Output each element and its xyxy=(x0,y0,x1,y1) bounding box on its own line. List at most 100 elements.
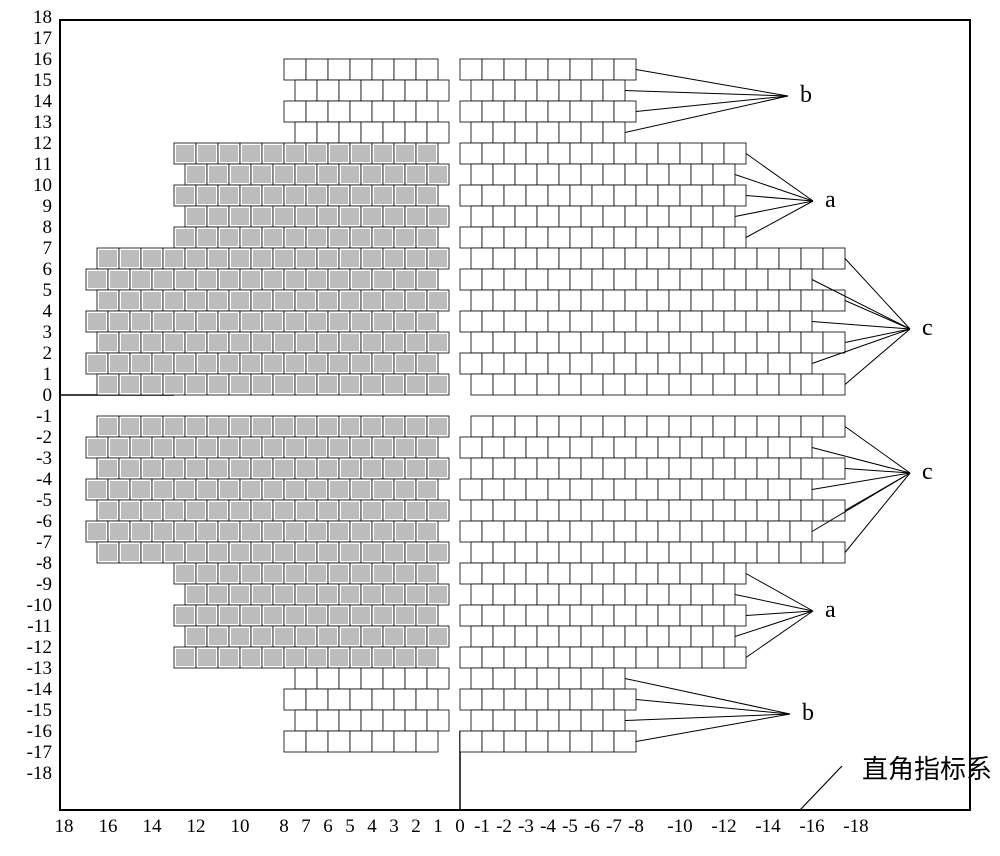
y-tick-label: 5 xyxy=(43,280,53,301)
brick-shaded-inner xyxy=(88,313,106,330)
brick-cell xyxy=(702,479,724,500)
brick-shaded-inner xyxy=(407,166,425,183)
brick-shaded-inner xyxy=(99,334,117,351)
brick-shaded-inner xyxy=(363,250,381,267)
brick-cell xyxy=(328,731,350,752)
brick-cell xyxy=(647,626,669,647)
brick-shaded-inner xyxy=(330,355,348,372)
brick-cell xyxy=(383,668,405,689)
brick-shaded-inner xyxy=(231,502,249,519)
brick-shaded-inner xyxy=(297,586,315,603)
x-tick-label: -5 xyxy=(562,816,578,837)
brick-shaded-inner xyxy=(231,250,249,267)
brick-shaded-inner xyxy=(330,229,348,246)
brick-shaded-inner xyxy=(374,649,392,666)
brick-cell xyxy=(295,122,317,143)
brick-cell xyxy=(570,143,592,164)
brick-cell xyxy=(636,563,658,584)
brick-cell xyxy=(702,311,724,332)
brick-cell xyxy=(471,332,493,353)
brick-cell xyxy=(548,731,570,752)
brick-shaded-inner xyxy=(308,313,326,330)
y-tick-label: 6 xyxy=(43,259,53,280)
brick-shaded-inner xyxy=(418,229,436,246)
brick-cell xyxy=(559,668,581,689)
brick-cell xyxy=(603,626,625,647)
brick-cell xyxy=(372,59,394,80)
brick-shaded-inner xyxy=(286,523,304,540)
brick-cell xyxy=(482,563,504,584)
brick-cell xyxy=(537,542,559,563)
x-tick-label: 7 xyxy=(301,816,311,837)
brick-shaded-inner xyxy=(319,292,337,309)
brick-cell xyxy=(548,479,570,500)
brick-shaded-inner xyxy=(374,187,392,204)
brick-cell xyxy=(570,101,592,122)
brick-cell xyxy=(669,626,691,647)
brick-cell xyxy=(724,479,746,500)
brick-shaded-inner xyxy=(352,313,370,330)
brick-cell xyxy=(394,731,416,752)
brick-shaded-inner xyxy=(242,355,260,372)
brick-shaded-inner xyxy=(176,145,194,162)
brick-shaded-inner xyxy=(242,313,260,330)
brick-shaded-inner xyxy=(341,292,359,309)
brick-cell xyxy=(636,143,658,164)
brick-cell xyxy=(471,500,493,521)
brick-cell xyxy=(724,311,746,332)
brick-cell xyxy=(306,59,328,80)
brick-cell xyxy=(790,311,812,332)
brick-cell xyxy=(691,416,713,437)
brick-shaded-inner xyxy=(286,481,304,498)
brick-cell xyxy=(559,626,581,647)
brick-cell xyxy=(625,206,647,227)
brick-cell xyxy=(493,626,515,647)
brick-cell xyxy=(592,185,614,206)
y-tick-label: -11 xyxy=(27,616,52,637)
brick-shaded-inner xyxy=(308,187,326,204)
brick-shaded-inner xyxy=(418,523,436,540)
brick-shaded-inner xyxy=(88,481,106,498)
brick-cell xyxy=(526,353,548,374)
brick-shaded-inner xyxy=(132,355,150,372)
brick-shaded-inner xyxy=(374,565,392,582)
brick-cell xyxy=(680,353,702,374)
brick-shaded-inner xyxy=(297,418,315,435)
brick-cell xyxy=(636,311,658,332)
brick-cell xyxy=(746,311,768,332)
brick-cell xyxy=(636,437,658,458)
brick-cell xyxy=(372,101,394,122)
brick-cell xyxy=(493,500,515,521)
brick-shaded-inner xyxy=(198,649,216,666)
brick-cell xyxy=(757,416,779,437)
brick-shaded-inner xyxy=(396,145,414,162)
brick-cell xyxy=(493,668,515,689)
brick-shaded-inner xyxy=(154,439,172,456)
brick-shaded-inner xyxy=(242,607,260,624)
brick-cell xyxy=(537,290,559,311)
brick-cell xyxy=(493,374,515,395)
brick-cell xyxy=(592,269,614,290)
brick-cell xyxy=(592,437,614,458)
brick-cell xyxy=(779,374,801,395)
brick-cell xyxy=(592,227,614,248)
brick-shaded-inner xyxy=(209,208,227,225)
brick-cell xyxy=(427,668,449,689)
brick-cell xyxy=(482,59,504,80)
brick-cell xyxy=(603,500,625,521)
brick-shaded-inner xyxy=(198,271,216,288)
brick-cell xyxy=(548,437,570,458)
brick-cell xyxy=(427,122,449,143)
brick-cell xyxy=(680,521,702,542)
brick-shaded-inner xyxy=(407,250,425,267)
brick-shaded-inner xyxy=(143,250,161,267)
brick-shaded-inner xyxy=(176,565,194,582)
brick-cell xyxy=(328,101,350,122)
brick-cell xyxy=(713,584,735,605)
brick-shaded-inner xyxy=(429,376,447,393)
brick-cell xyxy=(713,542,735,563)
brick-shaded-inner xyxy=(220,355,238,372)
brick-shaded-inner xyxy=(352,523,370,540)
brick-cell xyxy=(515,80,537,101)
brick-shaded-inner xyxy=(143,502,161,519)
